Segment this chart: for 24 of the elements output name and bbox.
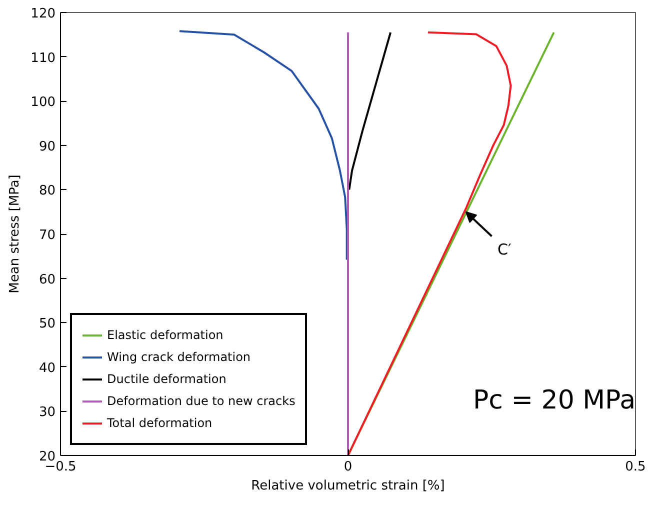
x-axis-title: Relative volumetric strain [%] — [251, 478, 445, 494]
legend-label: Deformation due to new cracks — [107, 394, 296, 408]
line-series — [178, 30, 348, 261]
annotation: Pc = 20 MPa — [472, 386, 636, 416]
annotation: C′ — [498, 240, 512, 259]
line-series — [348, 31, 392, 191]
y-tick-label: 60 — [38, 272, 56, 288]
y-tick-label: 100 — [30, 95, 56, 110]
legend-label: Wing crack deformation — [107, 350, 251, 364]
line-series — [347, 31, 512, 456]
y-tick-label: 50 — [38, 316, 56, 332]
y-tick-label: 90 — [38, 139, 56, 154]
legend-label: Ductile deformation — [107, 372, 226, 386]
y-tick-label: 110 — [30, 50, 56, 66]
y-tick-label: 70 — [38, 228, 56, 243]
x-tick-label: 0 — [344, 460, 352, 474]
y-axis-title: Mean stress [MPa] — [8, 174, 23, 294]
y-tick-label: 80 — [38, 184, 56, 199]
y-tick-label: 40 — [38, 360, 56, 376]
y-tick-label: 30 — [38, 405, 56, 420]
legend-label: Elastic deformation — [107, 328, 224, 342]
legend-label: Total deformation — [107, 416, 212, 430]
x-tick-label: 0.5 — [625, 460, 646, 474]
y-tick-label: 120 — [30, 6, 56, 22]
